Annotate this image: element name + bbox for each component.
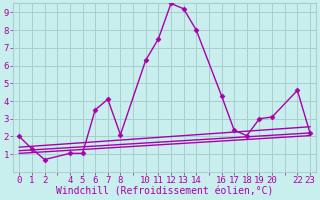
- X-axis label: Windchill (Refroidissement éolien,°C): Windchill (Refroidissement éolien,°C): [56, 187, 273, 197]
